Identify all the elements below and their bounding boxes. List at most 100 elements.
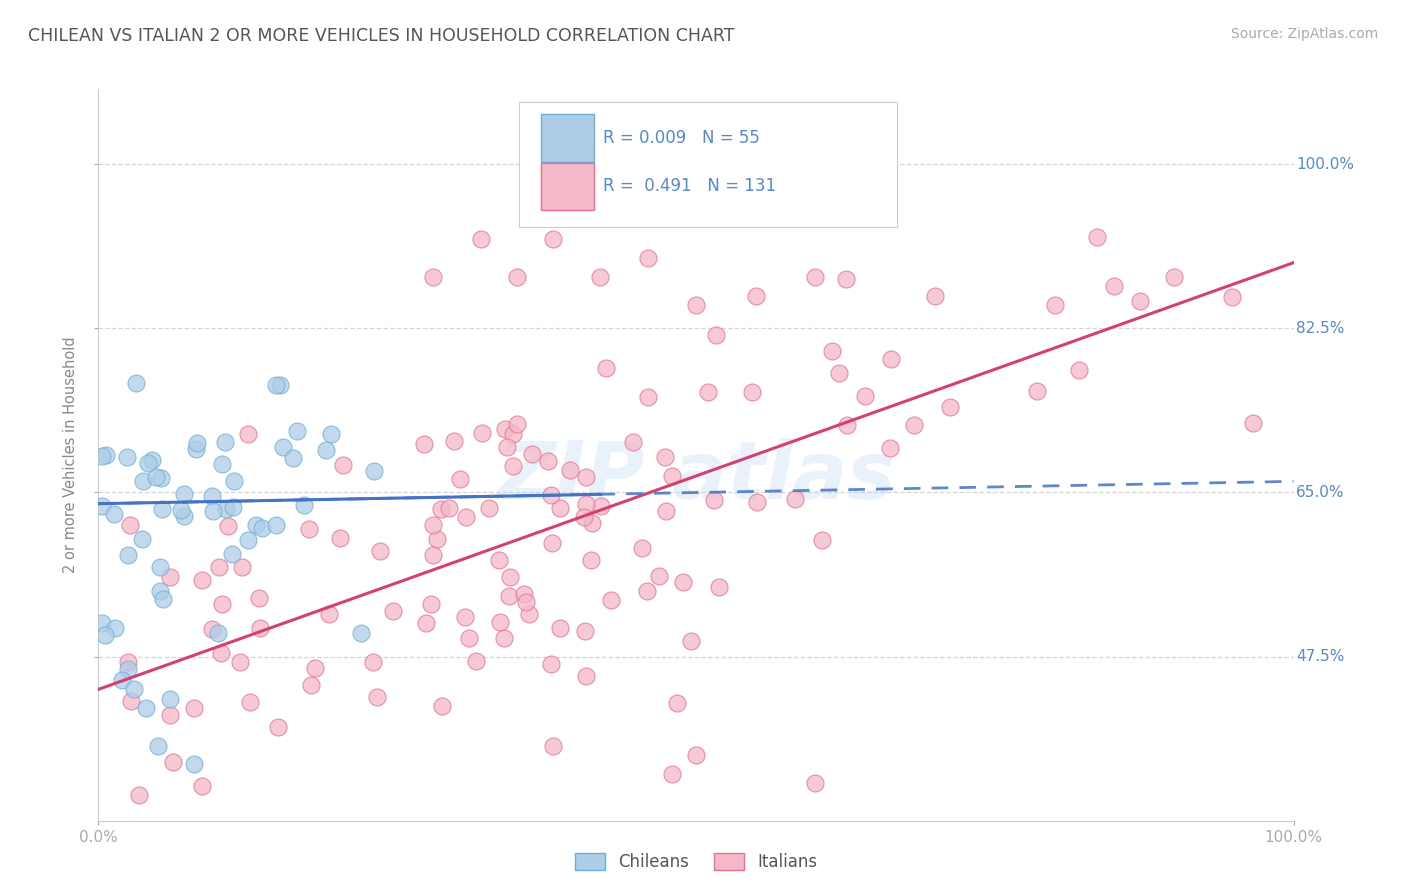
Text: 47.5%: 47.5%: [1296, 649, 1344, 664]
Point: [217, 519, 239, 533]
Point: [489, 615, 512, 629]
Point: [741, 385, 763, 400]
Point: [575, 497, 598, 511]
Point: [704, 327, 727, 342]
Point: [661, 469, 683, 483]
Point: [211, 597, 233, 611]
Point: [304, 661, 326, 675]
Point: [201, 504, 224, 518]
Point: [159, 707, 181, 722]
Point: [426, 532, 449, 546]
Point: [191, 573, 214, 587]
Point: [804, 269, 827, 284]
Point: [488, 553, 510, 567]
Point: [579, 553, 602, 567]
Point: [162, 755, 184, 769]
Point: [422, 517, 444, 532]
Point: [502, 427, 524, 442]
Point: [621, 434, 644, 449]
Point: [207, 560, 229, 574]
Point: [512, 587, 534, 601]
Point: [222, 500, 245, 515]
Point: [269, 377, 291, 392]
Point: [173, 508, 195, 523]
Point: [266, 378, 288, 392]
Point: [132, 474, 155, 488]
Y-axis label: 2 or more Vehicles in Household: 2 or more Vehicles in Household: [63, 336, 79, 574]
Point: [697, 384, 720, 399]
Point: [449, 472, 471, 486]
Point: [457, 631, 479, 645]
Point: [152, 592, 174, 607]
Point: [236, 427, 259, 442]
Point: [498, 589, 520, 603]
Point: [648, 568, 671, 582]
Point: [821, 343, 844, 358]
Point: [494, 632, 516, 646]
Point: [149, 560, 172, 574]
Point: [835, 271, 858, 285]
Point: [224, 474, 246, 488]
Text: CHILEAN VS ITALIAN 2 OR MORE VEHICLES IN HOUSEHOLD CORRELATION CHART: CHILEAN VS ITALIAN 2 OR MORE VEHICLES IN…: [28, 27, 734, 45]
Point: [595, 360, 617, 375]
Point: [115, 450, 138, 465]
Point: [250, 521, 273, 535]
Point: [655, 504, 678, 518]
Point: [637, 251, 659, 265]
Text: 100.0%: 100.0%: [1296, 157, 1354, 172]
Point: [90, 616, 112, 631]
Point: [560, 463, 582, 477]
Point: [128, 788, 150, 802]
Point: [159, 570, 181, 584]
Point: [837, 417, 859, 432]
Point: [149, 583, 172, 598]
Point: [541, 232, 564, 246]
Point: [91, 449, 114, 463]
Point: [125, 376, 148, 391]
Point: [201, 623, 224, 637]
Point: [519, 607, 541, 622]
Point: [631, 541, 654, 555]
Point: [135, 701, 157, 715]
Point: [430, 698, 453, 713]
Point: [540, 657, 562, 672]
Point: [1241, 416, 1264, 430]
Point: [636, 583, 658, 598]
Point: [515, 595, 537, 609]
Point: [285, 424, 308, 438]
Point: [292, 498, 315, 512]
Point: [141, 452, 163, 467]
Point: [853, 389, 876, 403]
Point: [1220, 290, 1243, 304]
Point: [924, 288, 946, 302]
Point: [124, 682, 146, 697]
Point: [600, 593, 623, 607]
Point: [315, 443, 337, 458]
FancyBboxPatch shape: [519, 102, 897, 227]
Point: [520, 448, 543, 462]
Point: [111, 673, 134, 687]
Point: [494, 422, 516, 436]
Point: [574, 624, 596, 639]
Point: [661, 766, 683, 780]
Point: [681, 633, 703, 648]
Text: Source: ZipAtlas.com: Source: ZipAtlas.com: [1230, 27, 1378, 41]
Point: [170, 503, 193, 517]
Point: [117, 662, 139, 676]
Point: [245, 518, 267, 533]
Point: [811, 533, 834, 548]
Point: [207, 626, 229, 640]
Point: [502, 458, 524, 473]
Point: [1163, 269, 1185, 284]
Point: [1026, 384, 1049, 398]
Point: [381, 604, 404, 618]
Point: [361, 655, 384, 669]
Point: [201, 489, 224, 503]
Text: R =  0.491   N = 131: R = 0.491 N = 131: [603, 178, 776, 195]
FancyBboxPatch shape: [540, 114, 595, 162]
Point: [366, 690, 388, 705]
Point: [191, 779, 214, 793]
Point: [238, 533, 260, 547]
Point: [879, 441, 901, 455]
Point: [685, 747, 707, 762]
